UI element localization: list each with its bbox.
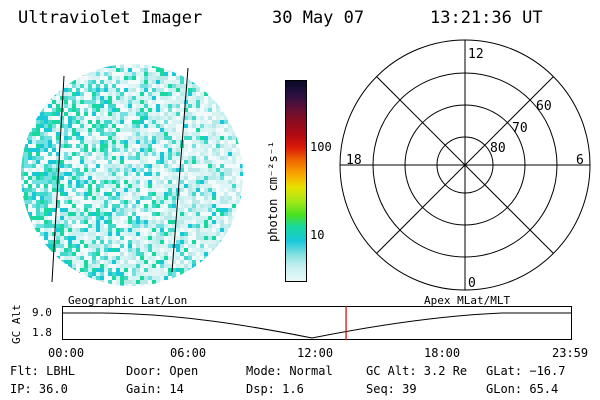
observation-date: 30 May 07 [272,8,365,28]
colorbar-tick-100: 100 [310,140,332,154]
observation-time: 13:21:36 UT [430,8,543,28]
mlt-label-0: 0 [468,276,476,291]
timeline-ylabel: GC Alt [10,304,23,344]
ytick-9: 9.0 [32,306,52,319]
xtick-0600: 06:00 [170,346,207,360]
xtick-0000: 00:00 [48,346,85,360]
apex-label: Apex MLat/MLT [424,294,511,307]
altitude-timeline [62,306,572,340]
info-gain: Gain: 14 [126,382,184,396]
xtick-1800: 18:00 [424,346,461,360]
instrument-title: Ultraviolet Imager [18,8,203,28]
terminator-line-left [51,75,65,283]
altitude-curve [62,312,572,339]
lat-label-60: 60 [536,99,552,114]
info-glat: GLat: −16.7 [486,364,566,378]
mlt-label-12: 12 [468,47,484,62]
info-mode: Mode: Normal [246,364,333,378]
terminator-line-right [171,67,189,273]
polar-grid: 60 70 80 12 18 6 0 [339,39,591,291]
lat-label-80: 80 [490,141,506,156]
info-dsp: Dsp: 1.6 [246,382,304,396]
colorbar-label: photon cm⁻²s⁻¹ [266,140,280,242]
xtick-1200: 12:00 [297,346,334,360]
info-ip: IP: 36.0 [10,382,68,396]
info-filter: Flt: LBHL [10,364,76,378]
info-gc-alt: GC Alt: 3.2 Re [366,364,468,378]
mlt-label-18: 18 [346,153,362,168]
colorbar [285,80,307,282]
info-door: Door: Open [126,364,199,378]
uv-earth-image [21,64,243,286]
info-glon: GLon: 65.4 [486,382,559,396]
info-seq: Seq: 39 [366,382,417,396]
geographic-label: Geographic Lat/Lon [68,294,188,307]
lat-label-70: 70 [512,121,528,136]
colorbar-tick-10: 10 [310,228,325,242]
ytick-1-8: 1.8 [32,326,52,339]
xtick-2359: 23:59 [552,346,589,360]
mlt-label-6: 6 [576,153,584,168]
